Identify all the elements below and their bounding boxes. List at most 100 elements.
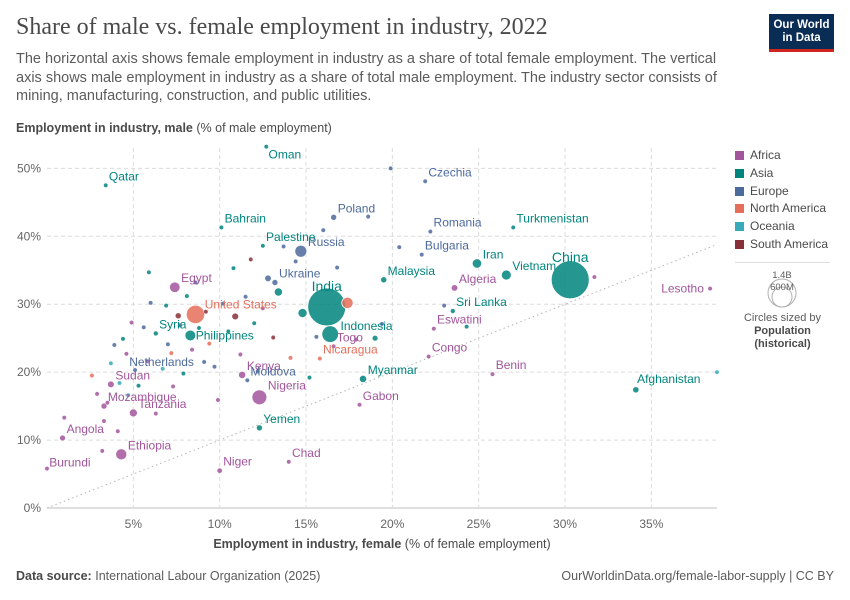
label-palestine: Palestine: [266, 230, 316, 244]
point-netherlands: [201, 359, 207, 365]
y-axis-title: Employment in industry, male (% of male …: [16, 121, 332, 135]
label-sudan: Sudan: [115, 368, 150, 382]
point: [238, 352, 243, 357]
point-china: [550, 260, 590, 300]
point: [281, 244, 286, 249]
point: [101, 418, 107, 424]
legend-swatch-europe: [735, 186, 744, 196]
point-indonesia: [321, 325, 339, 343]
point: [175, 312, 182, 319]
footer-url[interactable]: OurWorldinData.org/female-labor-supply |…: [561, 569, 834, 583]
label-oman: Oman: [269, 148, 302, 162]
point: [273, 287, 283, 297]
point: [163, 303, 169, 308]
point-bulgaria: [419, 252, 425, 258]
label-romania: Romania: [434, 216, 482, 230]
point-romania: [427, 229, 433, 234]
point-moldova: [244, 377, 250, 383]
point-congo: [426, 354, 432, 359]
legend-swatch-africa: [735, 151, 744, 160]
label-eswatini: Eswatini: [437, 313, 482, 327]
label-turkmenistan: Turkmenistan: [516, 211, 588, 225]
legend-swatch-south-america: [735, 239, 744, 249]
data-source-text[interactable]: International Labour Organization (2025): [95, 569, 321, 583]
point-sri-lanka: [450, 308, 456, 314]
size-legend-note: Circles sized by Population (historical): [735, 312, 830, 351]
label-lesotho: Lesotho: [661, 282, 704, 296]
legend-item-oceania[interactable]: Oceania: [735, 218, 828, 236]
point-niger: [216, 467, 223, 474]
point: [293, 259, 299, 264]
point-mozambique: [100, 403, 108, 410]
point-iran: [471, 258, 483, 269]
size-legend-divider: [735, 262, 830, 263]
legend-label-africa: Africa: [750, 148, 781, 162]
point: [288, 355, 293, 361]
y-axis-title-rest: (% of male employment): [192, 121, 332, 135]
point: [146, 269, 152, 275]
point-united-states: [185, 304, 206, 325]
chart-title: Share of male vs. female employment in i…: [16, 14, 548, 40]
legend-swatch-asia: [735, 168, 744, 178]
point-czechia: [422, 178, 428, 184]
point-oman: [263, 144, 269, 150]
point: [141, 324, 147, 330]
point: [94, 391, 100, 397]
point: [148, 300, 154, 306]
label-syria: Syria: [159, 317, 187, 331]
point: [225, 328, 231, 334]
size-legend-small-label: 600M: [770, 282, 794, 293]
point: [341, 296, 354, 309]
point-gabon: [357, 402, 362, 408]
legend-label-oceania: Oceania: [750, 219, 795, 234]
label-bulgaria: Bulgaria: [425, 239, 469, 253]
x-tick-label: 25%: [467, 517, 491, 531]
point: [260, 305, 266, 311]
label-nigeria: Nigeria: [268, 378, 306, 392]
parity-line: [46, 243, 718, 509]
legend-label-south-america: South America: [750, 236, 829, 251]
point-ukraine: [271, 278, 279, 286]
legend-swatch-oceania: [735, 222, 744, 232]
x-tick-label: 35%: [639, 517, 663, 531]
point: [61, 415, 67, 421]
legend-label-north-america: North America: [750, 201, 827, 216]
y-tick-label: 20%: [17, 365, 41, 379]
point-angola: [59, 434, 66, 442]
point-tanzania: [128, 408, 138, 418]
point: [132, 367, 138, 373]
point: [251, 320, 257, 326]
logo-line-1: Our World: [773, 19, 830, 31]
point: [160, 366, 166, 372]
point: [196, 325, 202, 331]
legend-item-africa[interactable]: Africa: [735, 147, 828, 165]
x-tick-label: 30%: [553, 517, 577, 531]
size-legend-small-circle: [771, 286, 793, 308]
point: [379, 321, 385, 327]
point: [108, 360, 114, 366]
owid-logo[interactable]: Our World in Data: [769, 14, 834, 52]
legend-item-europe[interactable]: Europe: [735, 183, 828, 201]
label-ukraine: Ukraine: [279, 266, 321, 280]
point: [372, 335, 379, 342]
point: [231, 312, 240, 321]
y-tick-label: 40%: [17, 229, 41, 243]
point-burundi: [44, 466, 50, 472]
legend-item-asia[interactable]: Asia: [735, 165, 828, 183]
legend-item-north-america[interactable]: North America: [735, 200, 828, 218]
point-malaysia: [380, 276, 387, 283]
point: [170, 384, 176, 389]
label-afghanistan: Afghanistan: [637, 372, 700, 386]
label-tanzania: Tanzania: [138, 397, 186, 411]
label-nicaragua: Nicaragua: [323, 343, 378, 357]
x-axis-title: Employment in industry, female (% of fem…: [0, 537, 764, 551]
point: [168, 350, 174, 356]
point: [203, 309, 209, 315]
point: [313, 334, 319, 340]
legend-item-south-america[interactable]: South America: [735, 236, 828, 254]
x-tick-label: 10%: [208, 517, 232, 531]
point-palestine: [260, 243, 266, 249]
point: [396, 244, 402, 250]
point: [320, 227, 326, 233]
